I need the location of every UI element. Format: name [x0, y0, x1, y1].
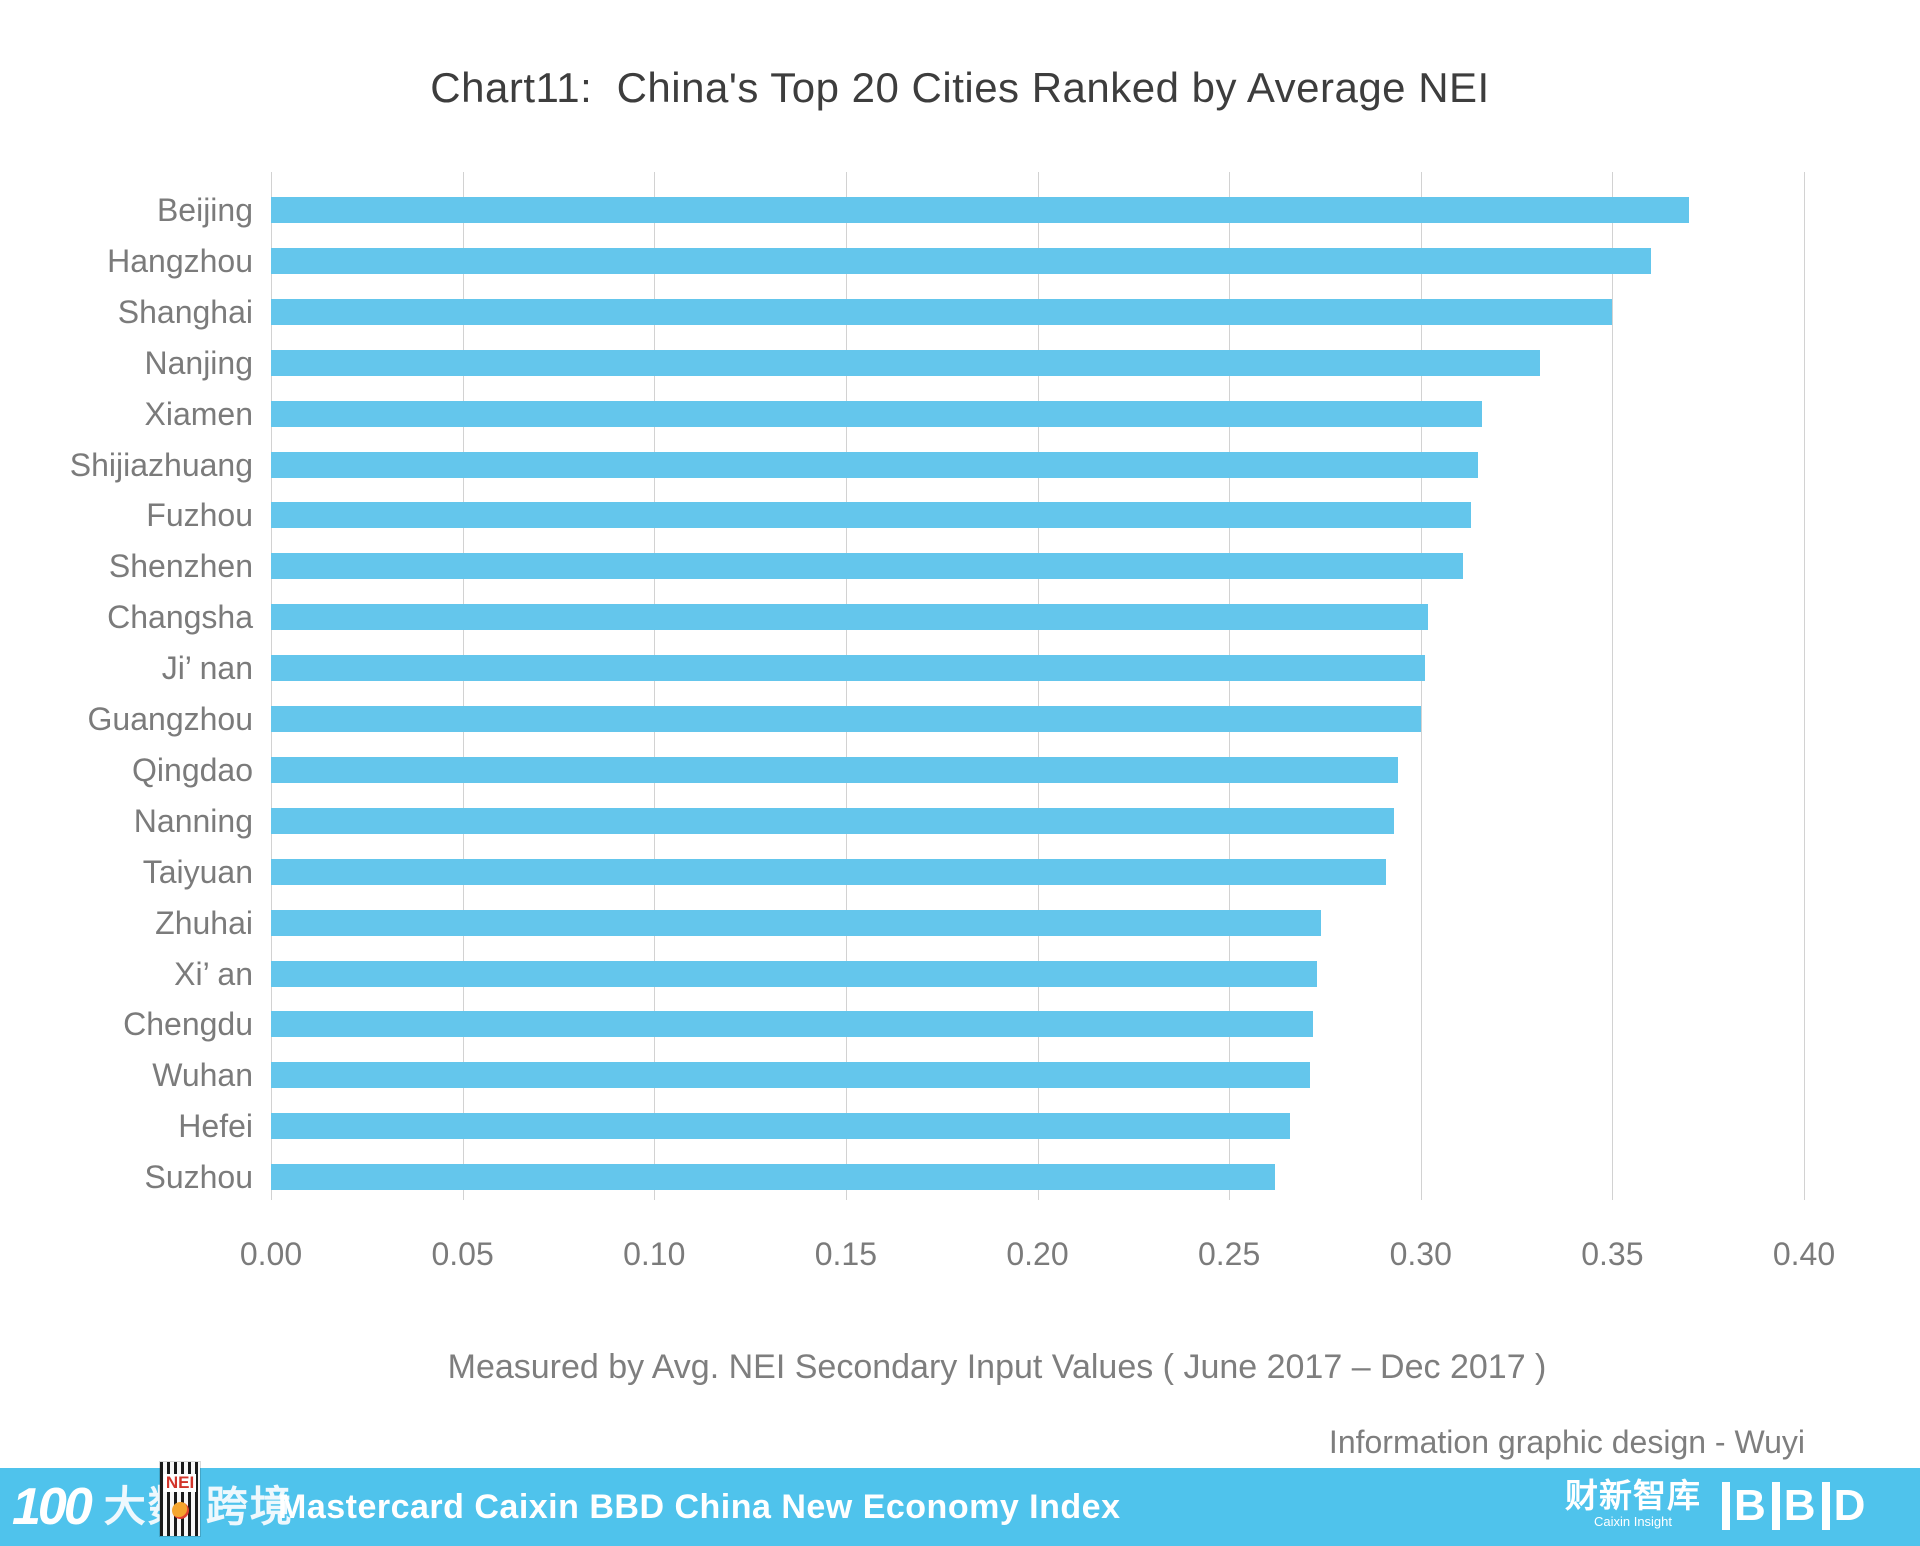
city-label: Guangzhou: [87, 701, 253, 737]
logo-100-icon: 100: [12, 1478, 93, 1536]
value-bar: [271, 858, 1387, 885]
x-axis-tick-label: 0.20: [1006, 1236, 1069, 1272]
bar-row: Fuzhou: [146, 499, 1804, 531]
bar-row: Suzhou: [144, 1161, 1804, 1193]
value-bar: [271, 553, 1463, 580]
bar-row: Beijing: [157, 194, 1804, 226]
city-label: Shenzhen: [108, 548, 253, 585]
value-bar: [271, 1011, 1314, 1038]
bbd-letter: B: [1722, 1482, 1766, 1530]
gridline: [1420, 172, 1422, 1200]
value-bar: [271, 502, 1471, 529]
value-bar: [271, 1113, 1291, 1140]
value-bar: [271, 807, 1394, 834]
city-label: Nanjing: [144, 344, 253, 381]
city-label: Changsha: [107, 599, 253, 636]
value-bar: [271, 655, 1425, 682]
bar-row: Wuhan: [152, 1059, 1804, 1091]
footer-title: Mastercard Caixin BBD China New Economy …: [278, 1488, 1121, 1526]
x-axis-tick-label: 0.05: [431, 1236, 494, 1272]
value-bar: [271, 604, 1429, 631]
x-axis-tick-label: 0.15: [814, 1236, 878, 1272]
gridline: [1612, 172, 1614, 1200]
footer-bar: 100 大数 跨境 NEI Mastercard Caixin BBD Chin…: [0, 1462, 1920, 1546]
gridline: [654, 172, 656, 1200]
bar-row: Hefei: [178, 1110, 1804, 1142]
city-label: Wuhan: [152, 1057, 253, 1094]
city-label: Ji’ nan: [161, 650, 253, 687]
city-label: Zhuhai: [155, 904, 253, 941]
caixin-insight-logo: 财新智库 Caixin Insight: [1563, 1477, 1703, 1530]
city-label: Fuzhou: [146, 497, 253, 534]
bar-row: Chengdu: [123, 1008, 1804, 1040]
nei-barcode-icon: NEI: [160, 1462, 200, 1536]
city-label: Suzhou: [144, 1159, 253, 1196]
city-label: Xi’ an: [174, 955, 253, 992]
gridline: [1037, 172, 1039, 1200]
bar-row: Shenzhen: [109, 550, 1804, 582]
bar-chart-plot-area: Beijing Hangzhou Shanghai Nanjing Xiamen Shij…: [70, 172, 1805, 1200]
city-label: Xiamen: [144, 395, 254, 432]
footer-left-logos: 100 大数 跨境 NEI: [12, 1462, 294, 1546]
city-label: Nanning: [133, 802, 253, 839]
axis-caption: Measured by Avg. NEI Secondary Input Val…: [447, 1348, 1547, 1386]
city-label: Shijiazhuang: [69, 446, 253, 483]
bar-row: Zhuhai: [155, 907, 1804, 939]
gridline: [271, 172, 272, 1200]
value-bar: [271, 706, 1421, 732]
nei-orange-dot-icon: [171, 1502, 189, 1519]
value-bar: [271, 909, 1322, 936]
value-bar: [271, 197, 1690, 223]
value-bar: [271, 298, 1613, 325]
bbd-letter: B: [1771, 1482, 1816, 1530]
gridline: [845, 172, 847, 1200]
caixin-en-text: Caixin Insight: [1593, 1514, 1673, 1529]
bar-row: Shanghai: [118, 296, 1804, 328]
bbd-letter: D: [1821, 1482, 1865, 1530]
x-axis-ticks: 0.00 0.05 0.10 0.15 0.20 0.25 0.30 0.35 0.40: [240, 1236, 1835, 1276]
bar-row: Changsha: [107, 601, 1804, 633]
city-label: Chengdu: [123, 1006, 253, 1043]
value-bar: [271, 1164, 1276, 1191]
x-axis-tick-label: 0.30: [1389, 1236, 1452, 1272]
value-bar: [271, 247, 1651, 274]
city-label: Shanghai: [117, 293, 253, 330]
value-bar: [271, 400, 1483, 427]
x-axis-tick-label: 0.35: [1581, 1236, 1644, 1272]
city-label: Hefei: [178, 1108, 253, 1145]
x-axis-tick-label: 0.25: [1197, 1236, 1261, 1272]
nei-label: NEI: [164, 1473, 196, 1492]
city-label: Taiyuan: [142, 853, 253, 890]
value-bar: [271, 451, 1479, 478]
bar-row: Shijiazhuang: [70, 449, 1804, 481]
bar-row: Ji’ nan: [162, 652, 1804, 684]
value-bar: [271, 756, 1398, 783]
gridline: [1804, 172, 1805, 1200]
value-bar: [271, 1062, 1310, 1089]
city-label: Hangzhou: [107, 242, 253, 279]
x-axis-tick-label: 0.00: [239, 1236, 303, 1272]
bar-row: Qingdao: [132, 754, 1804, 786]
city-label: Beijing: [156, 192, 253, 228]
logo-cn-right: 跨境: [205, 1483, 294, 1530]
gridline: [1229, 172, 1231, 1200]
bar-row: Guangzhou: [88, 703, 1804, 735]
x-axis-tick-label: 0.10: [623, 1236, 686, 1272]
value-bar: [271, 349, 1540, 376]
value-bar: [271, 960, 1318, 987]
gridline: [462, 172, 464, 1200]
bar-row: Xi’ an: [174, 958, 1804, 990]
caixin-cn-text: 财新智库: [1565, 1477, 1701, 1514]
credit-text: Information graphic design - Wuyi: [1328, 1424, 1805, 1460]
city-label: Qingdao: [132, 751, 253, 788]
bar-row: Taiyuan: [143, 856, 1804, 888]
bar-row: Hangzhou: [107, 245, 1804, 277]
bar-row: Nanjing: [144, 347, 1804, 379]
chart-title: Chart11: China's Top 20 Cities Ranked by…: [430, 64, 1490, 111]
bar-row: Xiamen: [145, 398, 1804, 430]
bar-row: Nanning: [134, 805, 1804, 837]
x-axis-tick-label: 0.40: [1772, 1236, 1836, 1272]
